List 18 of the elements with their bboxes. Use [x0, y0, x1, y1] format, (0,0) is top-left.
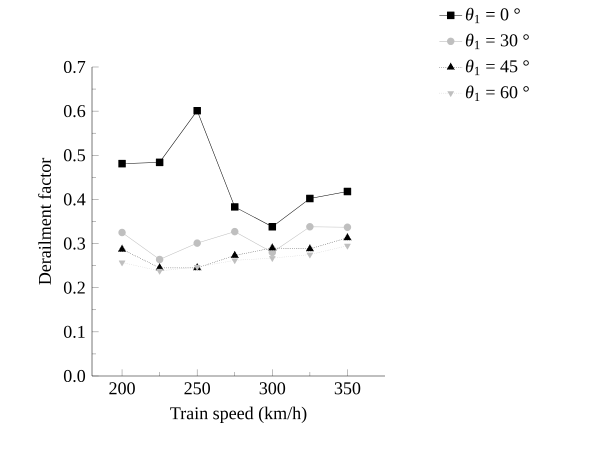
- x-tick-label: 350: [334, 382, 360, 394]
- x-tick-label: 200: [109, 382, 135, 394]
- x-tick-label: 250: [184, 382, 210, 394]
- y-tick-label: 0.1: [64, 326, 85, 338]
- y-tick-label: 0.4: [64, 193, 86, 206]
- y-tick-label: 0.3: [64, 237, 86, 250]
- y-tick-label: 0.2: [64, 282, 85, 294]
- y-tick-label: 0.5: [64, 149, 86, 162]
- x-axis-title: Train speed (km/h): [170, 406, 306, 423]
- y-tick-label: 0.6: [64, 105, 86, 118]
- y-axis-title: Derailment factor: [38, 158, 51, 285]
- y-tick-label: 0.0: [64, 370, 86, 382]
- legend-label: θ$_{1}$ = 45 °: [466, 60, 529, 76]
- x-tick-label: 300: [260, 382, 286, 394]
- legend-label: θ$_{1}$ = 30 °: [466, 34, 529, 50]
- y-tick-label: 0.7: [64, 60, 86, 74]
- legend-label: θ$_{1}$ = 0 °: [466, 8, 520, 24]
- legend-label: θ$_{1}$ = 60 °: [466, 86, 529, 102]
